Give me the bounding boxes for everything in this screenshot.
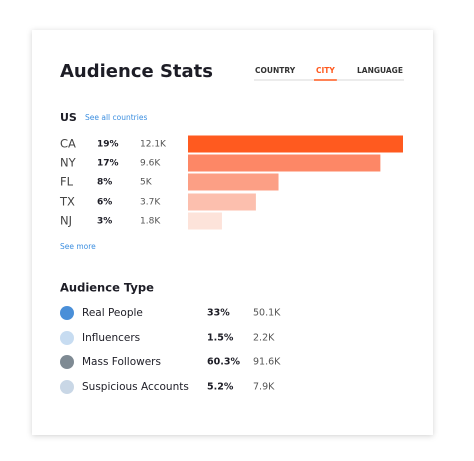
count: 9.6K xyxy=(140,159,161,169)
value-label: 8% xyxy=(97,178,112,188)
dot xyxy=(60,355,74,369)
value-label: 17% xyxy=(97,159,119,169)
row-share: 5.2% xyxy=(207,382,234,393)
bar xyxy=(188,212,222,230)
bar xyxy=(188,193,256,211)
count: 5K xyxy=(140,178,153,188)
category: TX xyxy=(59,195,75,209)
category: NJ xyxy=(60,214,72,228)
bar xyxy=(188,135,403,153)
dot xyxy=(60,380,74,394)
bar xyxy=(188,154,381,172)
category: FL xyxy=(60,175,74,189)
count: 3.7K xyxy=(140,198,161,208)
category: NY xyxy=(60,156,77,170)
row-count: 2.2K xyxy=(253,333,275,344)
count: 1.8K xyxy=(140,217,161,227)
dot xyxy=(60,306,74,320)
region: US xyxy=(60,111,77,124)
title: Audience Stats xyxy=(60,61,213,82)
row-share: 33% xyxy=(207,308,230,319)
row-count: 50.1K xyxy=(253,308,281,319)
row-share: 60.3% xyxy=(207,357,240,368)
row-share: 1.5% xyxy=(207,333,234,344)
count: 12.1K xyxy=(140,140,167,150)
category: CA xyxy=(60,137,76,151)
tab[interactable]: COUNTRY xyxy=(255,66,296,75)
link[interactable]: See more xyxy=(60,242,96,251)
card xyxy=(32,30,433,435)
bar xyxy=(188,173,279,191)
value-label: 19% xyxy=(97,140,119,150)
row-label: Mass Followers xyxy=(82,356,161,368)
section-title: Audience Type xyxy=(60,281,154,295)
tab[interactable]: LANGUAGE xyxy=(357,66,403,75)
value-label: 3% xyxy=(97,217,112,227)
value-label: 6% xyxy=(97,198,112,208)
row-count: 91.6K xyxy=(253,357,281,368)
link[interactable]: See all countries xyxy=(85,113,147,122)
row-label: Suspicious Accounts xyxy=(82,381,189,393)
row-label: Influencers xyxy=(82,332,140,344)
row-count: 7.9K xyxy=(253,382,275,393)
row-label: Real People xyxy=(82,307,143,319)
tab[interactable]: CITY xyxy=(316,66,335,75)
dot xyxy=(60,331,74,345)
